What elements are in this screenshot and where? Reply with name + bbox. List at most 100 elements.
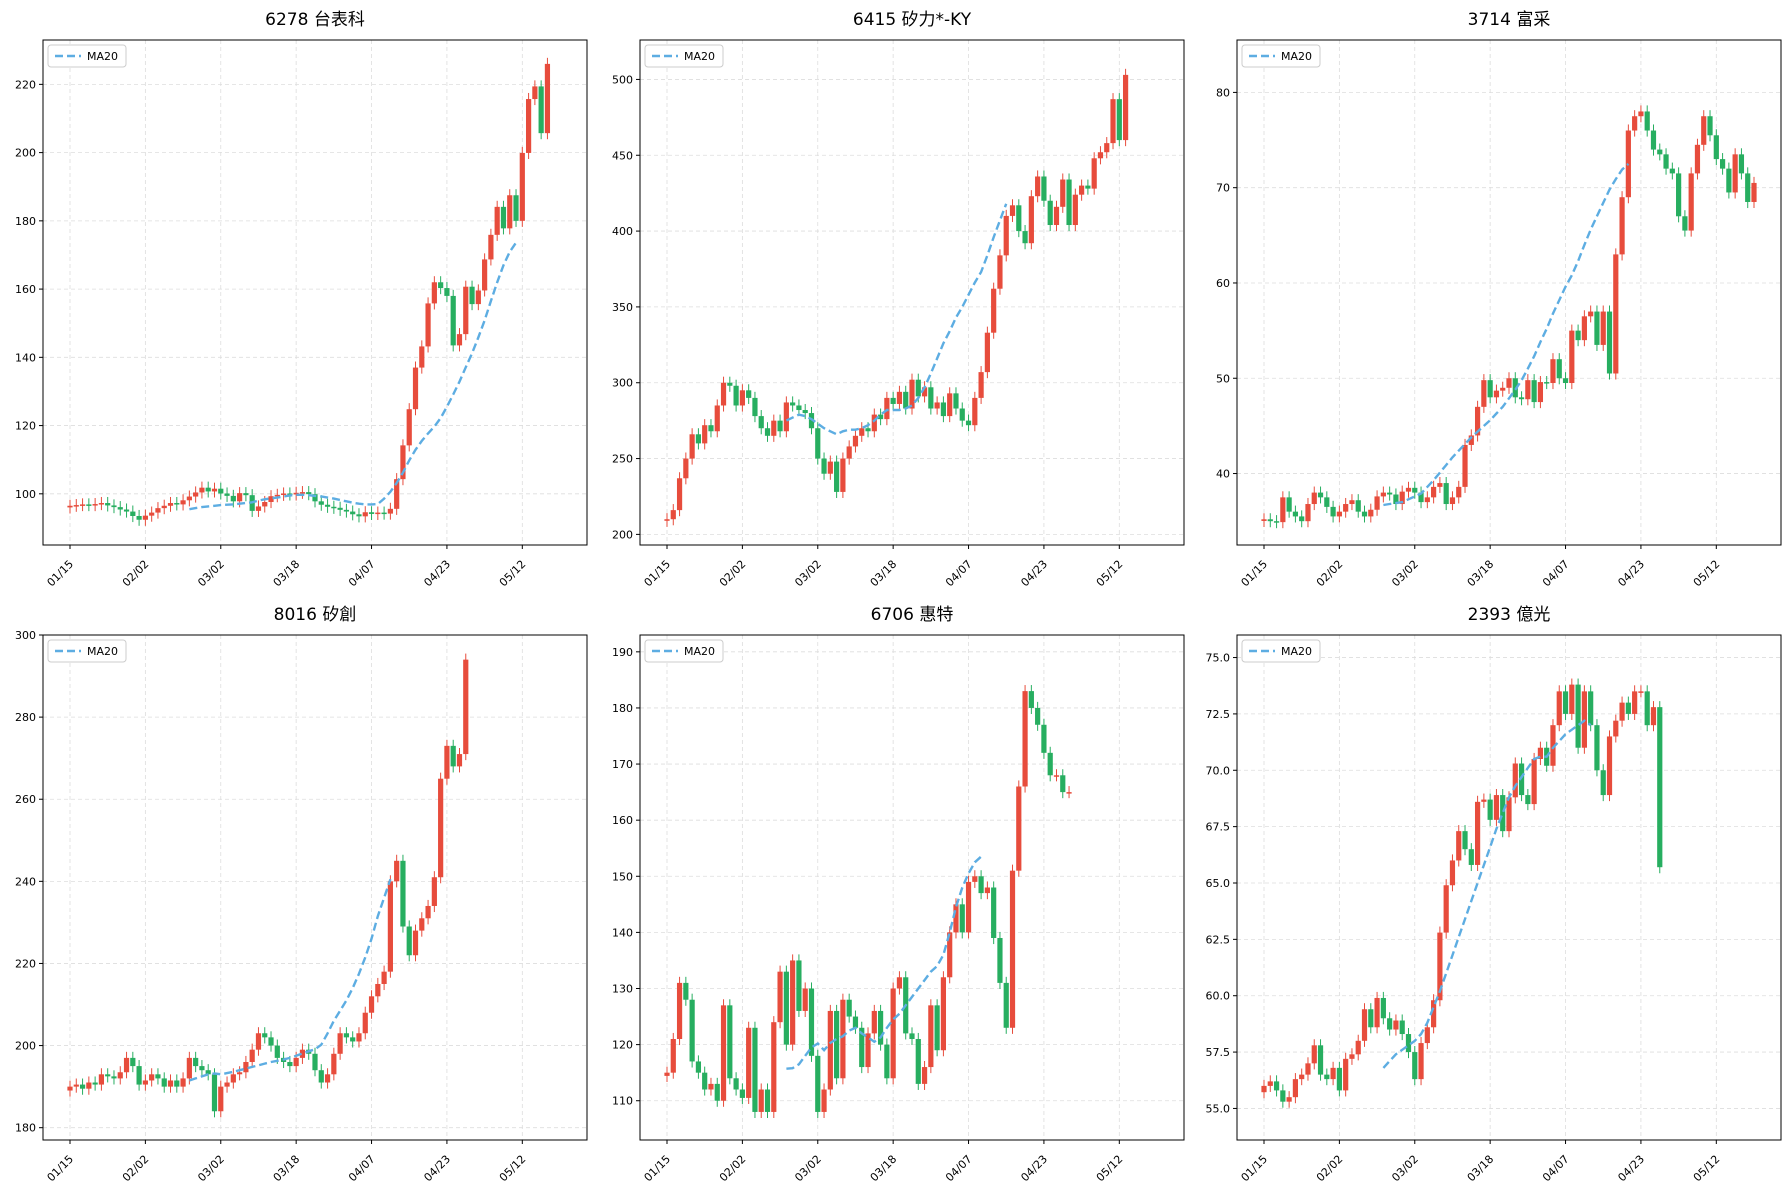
candle	[425, 297, 431, 353]
candle	[940, 971, 947, 1057]
candle-body	[400, 445, 406, 480]
candle	[1405, 481, 1412, 498]
candle	[167, 1074, 174, 1093]
candle-body	[1122, 74, 1129, 141]
candle	[720, 376, 727, 412]
candle-body	[859, 428, 865, 436]
candle-body	[136, 515, 142, 520]
candle	[1374, 490, 1380, 516]
candle-body	[1562, 378, 1569, 384]
candle-body	[237, 1072, 243, 1075]
candle	[494, 200, 500, 241]
candle	[1518, 757, 1525, 802]
candle-body	[394, 479, 400, 509]
candle	[161, 499, 167, 515]
candle-body	[155, 508, 161, 513]
candle	[997, 249, 1003, 295]
candle-body	[1726, 168, 1732, 193]
candle-body	[1437, 483, 1443, 487]
candle-body	[739, 1089, 745, 1098]
candle-body	[375, 512, 381, 515]
candle	[1330, 500, 1336, 523]
candle-body	[193, 492, 199, 497]
candle	[815, 422, 821, 465]
candle	[708, 419, 714, 438]
candle	[1575, 678, 1581, 754]
x-tick-label: 04/07	[346, 1153, 378, 1185]
candle	[1449, 854, 1456, 892]
candle-body	[406, 409, 412, 446]
candle-body	[1688, 173, 1694, 231]
candle	[438, 772, 444, 884]
candle	[1575, 324, 1581, 347]
candle	[343, 1027, 350, 1044]
candle-body	[174, 1080, 180, 1087]
candle	[695, 1055, 702, 1079]
y-tick-label: 70	[1216, 182, 1230, 195]
candle-body	[808, 413, 815, 429]
candle-body	[482, 259, 488, 291]
candle-body	[98, 503, 105, 505]
y-tick-label: 170	[612, 758, 633, 771]
candle	[67, 1080, 73, 1097]
candle-body	[1336, 511, 1342, 517]
candle	[1493, 384, 1500, 404]
candle	[934, 396, 940, 415]
candle-body	[324, 504, 331, 507]
y-tick-label: 60	[1216, 277, 1230, 290]
candle	[676, 976, 683, 1046]
candle	[714, 399, 720, 438]
candle-body	[243, 493, 249, 496]
candle-body	[1581, 316, 1587, 341]
candle	[1286, 491, 1292, 518]
candle-body	[331, 1053, 337, 1075]
candle-body	[1556, 691, 1562, 726]
candle	[1474, 400, 1481, 442]
candle-body	[1330, 506, 1336, 517]
candle-body	[237, 493, 243, 502]
candle-body	[739, 390, 745, 406]
candle-body	[1644, 111, 1650, 131]
candle	[1079, 179, 1085, 201]
candle-body	[846, 999, 852, 1017]
candle	[482, 253, 488, 297]
candle	[1085, 179, 1091, 195]
chart-svg: 6415 矽力*-KY 200 250 300 350 400 450 500 01/15 02/…	[612, 10, 1185, 589]
ma20-line	[1382, 719, 1592, 1069]
candle	[180, 494, 186, 511]
candle-body	[1625, 702, 1631, 714]
plot-frame	[639, 39, 1185, 546]
candle-body	[1462, 444, 1468, 487]
candle	[1638, 685, 1644, 698]
candle	[1324, 491, 1330, 513]
candle	[375, 506, 381, 521]
candle-body	[903, 391, 909, 409]
x-tick-label: 03/02	[1389, 1153, 1421, 1185]
y-tick-label: 400	[612, 225, 633, 238]
candle	[1317, 486, 1324, 504]
candle	[450, 289, 456, 352]
candle-body	[1531, 758, 1537, 805]
candle	[1638, 105, 1644, 123]
candle-body	[953, 904, 959, 933]
candle-body	[1707, 116, 1713, 136]
x-tick-label: 02/02	[120, 1153, 152, 1185]
candle	[1562, 685, 1569, 720]
candle-body	[1066, 792, 1072, 794]
candle-body	[268, 1037, 274, 1046]
y-tick-label: 50	[1216, 372, 1230, 385]
candle	[1104, 137, 1110, 159]
candle	[368, 990, 375, 1019]
x-tick-label: 01/15	[45, 1153, 77, 1185]
candle	[1368, 1003, 1374, 1034]
candle-body	[1701, 116, 1707, 145]
candle	[525, 92, 532, 160]
candle-body	[1085, 185, 1091, 189]
candle	[1500, 381, 1506, 397]
candle-body	[1525, 795, 1531, 805]
candle-body	[934, 1005, 940, 1051]
candle-body	[764, 1089, 771, 1112]
y-tick-label: 160	[15, 283, 36, 296]
candle	[783, 396, 789, 438]
candle	[362, 506, 368, 523]
